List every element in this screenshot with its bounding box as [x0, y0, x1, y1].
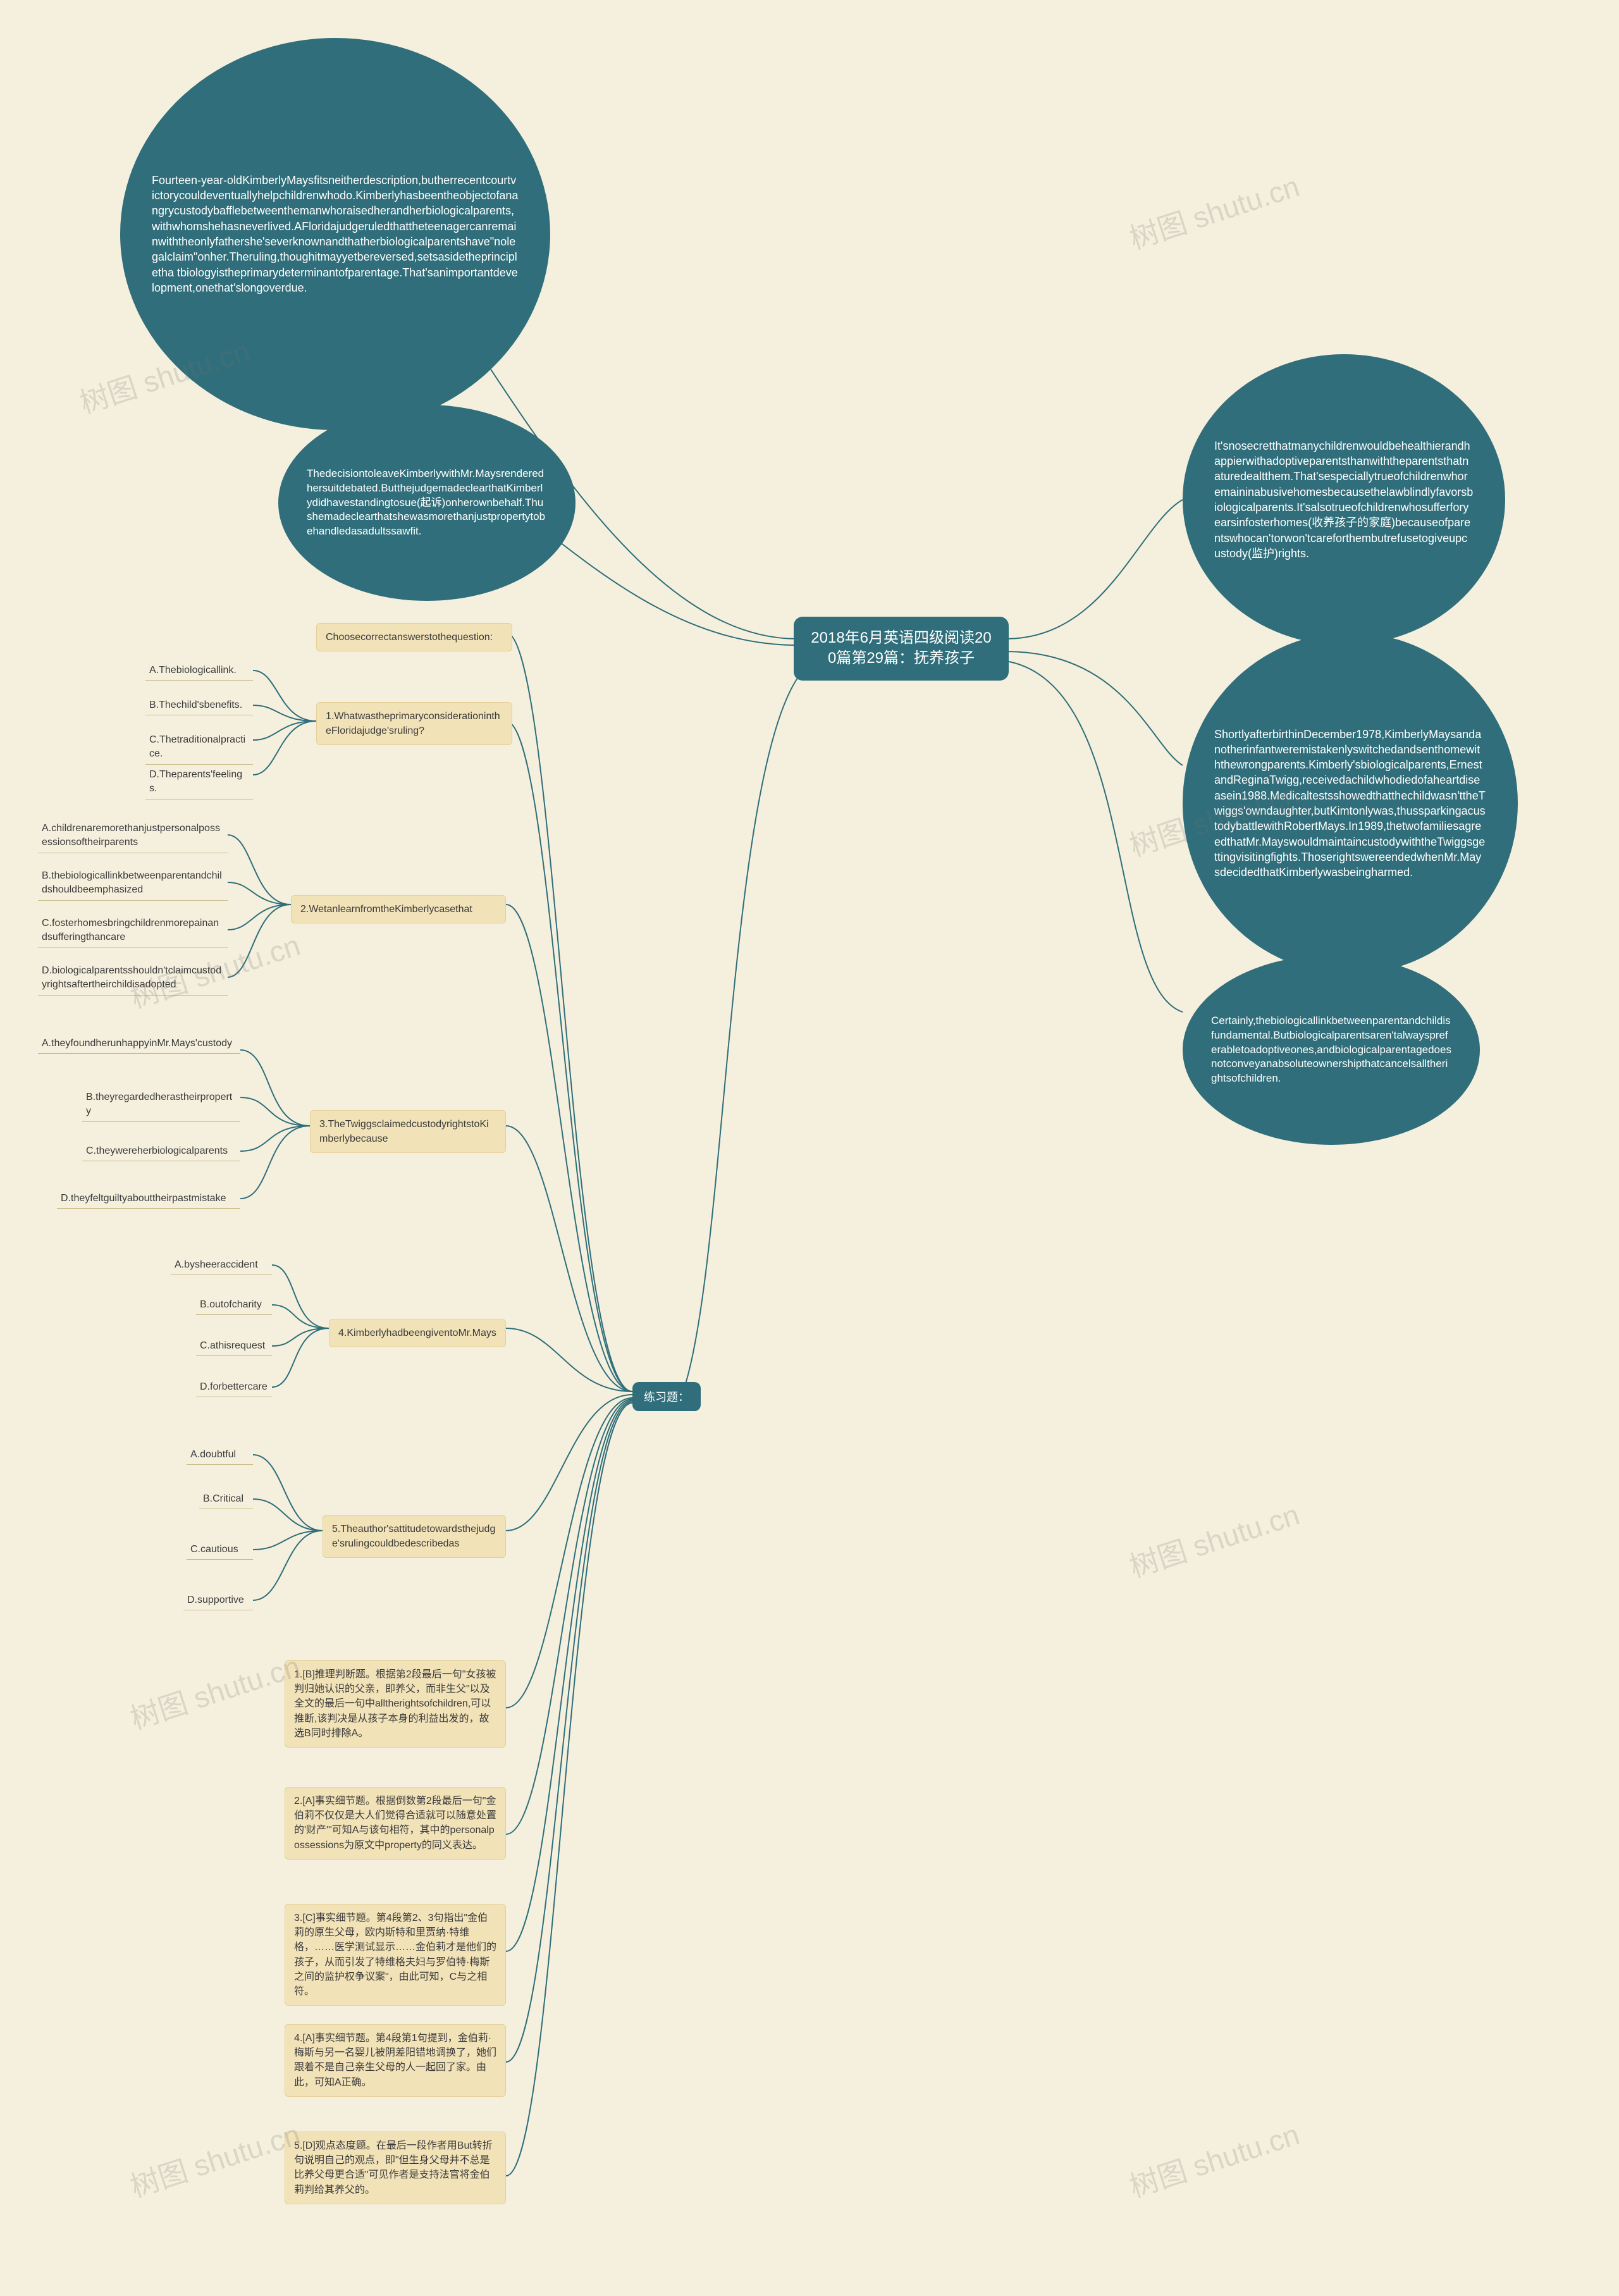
question-2-text: 2.WetanlearnfromtheKimberlycasethat — [300, 904, 472, 915]
q3-option-d: D.theyfeltguiltyabouttheirpastmistake — [57, 1189, 240, 1209]
answer-3: 3.[C]事实细节题。第4段第2、3句指出"金伯莉的原生父母，欧内斯特和里贾纳·… — [285, 1904, 506, 2006]
q5-option-b: B.Critical — [199, 1490, 253, 1509]
q5-option-d: D.supportive — [183, 1591, 253, 1610]
question-5-text: 5.Theauthor'sattitudetowardsthejudge'sru… — [332, 1524, 495, 1549]
passage-ellipse-1: Fourteen-year-oldKimberlyMaysfitsneither… — [120, 38, 550, 430]
question-1-text: 1.WhatwastheprimaryconsiderationintheFlo… — [326, 711, 500, 736]
q2-option-c: C.fosterhomesbringchildrenmorepainandsuf… — [38, 914, 228, 948]
practice-hub: 练习题： — [632, 1382, 701, 1411]
q3-option-b: B.theyregardedherastheirproperty — [82, 1088, 240, 1122]
q3-option-c: C.theywereherbiologicalparents — [82, 1142, 240, 1161]
q3-option-a: A.theyfoundherunhappyinMr.Mays'custody — [38, 1034, 240, 1054]
question-4: 4.KimberlyhadbeengiventoMr.Mays — [329, 1319, 506, 1347]
q4-option-c: C.athisrequest — [196, 1336, 272, 1356]
q4-option-d: D.forbettercare — [196, 1378, 272, 1397]
passage-text-2: ThedecisiontoleaveKimberlywithMr.Maysren… — [307, 467, 547, 540]
passage-text-1: Fourteen-year-oldKimberlyMaysfitsneither… — [152, 173, 519, 295]
watermark: 树图 shutu.cn — [1124, 164, 1304, 258]
answer-5: 5.[D]观点态度题。在最后一段作者用But转折句说明自己的观点，即"但生身父母… — [285, 2132, 506, 2204]
question-header: Choosecorrectanswerstothequestion: — [316, 623, 512, 651]
passage-text-4: ShortlyafterbirthinDecember1978,Kimberly… — [1214, 727, 1486, 880]
q4-option-b: B.outofcharity — [196, 1295, 272, 1315]
q5-option-a: A.doubtful — [187, 1445, 253, 1465]
answer-2: 2.[A]事实细节题。根据倒数第2段最后一句"金伯莉不仅仅是大人们觉得合适就可以… — [285, 1787, 506, 1860]
passage-ellipse-3: It'snosecretthatmanychildrenwouldbehealt… — [1183, 354, 1505, 645]
q1-option-c: C.Thetraditionalpractice. — [145, 731, 253, 765]
passage-ellipse-4: ShortlyafterbirthinDecember1978,Kimberly… — [1183, 633, 1518, 974]
watermark: 树图 shutu.cn — [125, 1644, 305, 1738]
q1-option-b: B.Thechild'sbenefits. — [145, 696, 253, 715]
question-4-text: 4.KimberlyhadbeengiventoMr.Mays — [338, 1328, 496, 1338]
watermark: 树图 shutu.cn — [125, 2112, 305, 2206]
q5-option-c: C.cautious — [187, 1540, 253, 1560]
answer-4: 4.[A]事实细节题。第4段第1句提到，金伯莉·梅斯与另一名婴儿被阴差阳错地调换… — [285, 2024, 506, 2097]
question-header-text: Choosecorrectanswerstothequestion: — [326, 632, 493, 643]
q4-option-a: A.bysheeraccident — [171, 1256, 272, 1275]
center-label: 2018年6月英语四级阅读200篇第29篇：抚养孩子 — [811, 629, 991, 667]
passage-text-5: Certainly,thebiologicallinkbetweenparent… — [1211, 1014, 1451, 1087]
watermark: 树图 shutu.cn — [1124, 2112, 1304, 2206]
q2-option-b: B.thebiologicallinkbetweenparentandchild… — [38, 867, 228, 901]
question-3-text: 3.TheTwiggsclaimedcustodyrightstoKimberl… — [319, 1119, 489, 1144]
q2-option-d: D.biologicalparentsshouldn'tclaimcustody… — [38, 961, 228, 996]
question-3: 3.TheTwiggsclaimedcustodyrightstoKimberl… — [310, 1110, 506, 1153]
q2-option-a: A.childrenaremorethanjustpersonalpossess… — [38, 819, 228, 853]
passage-text-3: It'snosecretthatmanychildrenwouldbehealt… — [1214, 438, 1474, 561]
question-5: 5.Theauthor'sattitudetowardsthejudge'sru… — [323, 1515, 506, 1558]
passage-ellipse-2: ThedecisiontoleaveKimberlywithMr.Maysren… — [278, 405, 576, 601]
practice-hub-label: 练习题： — [644, 1391, 689, 1404]
q1-option-d: D.Theparents'feelings. — [145, 765, 253, 799]
q1-option-a: A.Thebiologicallink. — [145, 661, 253, 681]
question-2: 2.WetanlearnfromtheKimberlycasethat — [291, 895, 506, 923]
answer-1: 1.[B]推理判断题。根据第2段最后一句"女孩被判归她认识的父亲，即养父，而非生… — [285, 1660, 506, 1748]
passage-ellipse-5: Certainly,thebiologicallinkbetweenparent… — [1183, 955, 1480, 1145]
center-node: 2018年6月英语四级阅读200篇第29篇：抚养孩子 — [794, 617, 1009, 681]
question-1: 1.WhatwastheprimaryconsiderationintheFlo… — [316, 702, 512, 745]
watermark: 树图 shutu.cn — [1124, 1492, 1304, 1586]
